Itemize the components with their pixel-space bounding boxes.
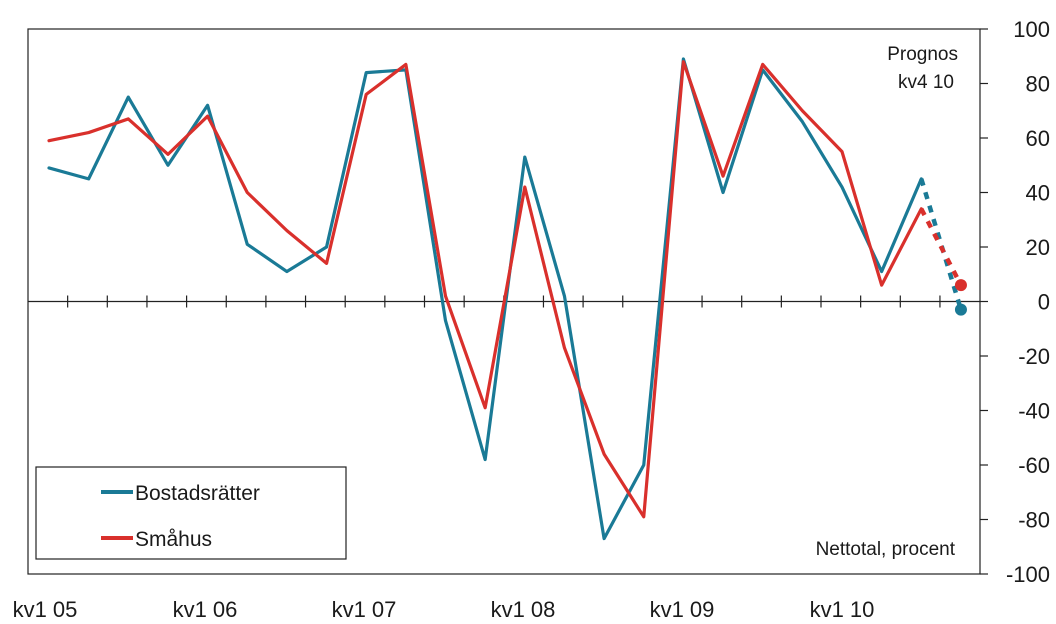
y-tick-label: 0 (1038, 290, 1050, 315)
forecast-point-1 (954, 279, 967, 292)
y-tick-label: -100 (1006, 562, 1050, 587)
y-tick-label: -40 (1018, 399, 1050, 424)
y-tick-label: 80 (1026, 72, 1050, 97)
forecast-label-line1: Prognos (887, 44, 958, 65)
x-tick-label: kv1 10 (810, 597, 875, 622)
x-ticks: kv1 05 kv1 06 kv1 07 kv1 08 kv1 09 kv1 10 (13, 295, 941, 622)
y-tick-label: 40 (1026, 181, 1050, 206)
series-line-0 (47, 57, 923, 541)
series-layer (47, 57, 967, 541)
series-line-1 (47, 60, 923, 519)
x-tick-label: kv1 08 (491, 597, 556, 622)
x-tick-label: kv1 07 (332, 597, 397, 622)
x-tick-label: kv1 05 (13, 597, 78, 622)
y-tick-label: 100 (1013, 17, 1050, 42)
unit-note: Nettotal, procent (816, 539, 956, 560)
legend-label-bostadsratter: Bostadsrätter (135, 482, 260, 505)
legend-box (35, 466, 347, 560)
y-tick-label: 20 (1026, 235, 1050, 260)
forecast-label-line2: kv4 10 (898, 72, 954, 93)
legend-label-smahus: Småhus (135, 528, 212, 551)
legend: Bostadsrätter Småhus (35, 466, 347, 560)
y-tick-label: -80 (1018, 508, 1050, 533)
series-forecast-line-0 (919, 178, 964, 311)
series-forecast-line-1 (919, 207, 963, 287)
y-tick-label: -20 (1018, 344, 1050, 369)
x-tick-label: kv1 09 (650, 597, 715, 622)
y-ticks: 100 80 60 40 20 0 -20 -40 -60 -80 -100 (980, 17, 1050, 587)
forecast-point-0 (954, 303, 967, 316)
y-tick-label: 60 (1026, 126, 1050, 151)
y-tick-label: -60 (1018, 453, 1050, 478)
x-tick-label: kv1 06 (173, 597, 238, 622)
